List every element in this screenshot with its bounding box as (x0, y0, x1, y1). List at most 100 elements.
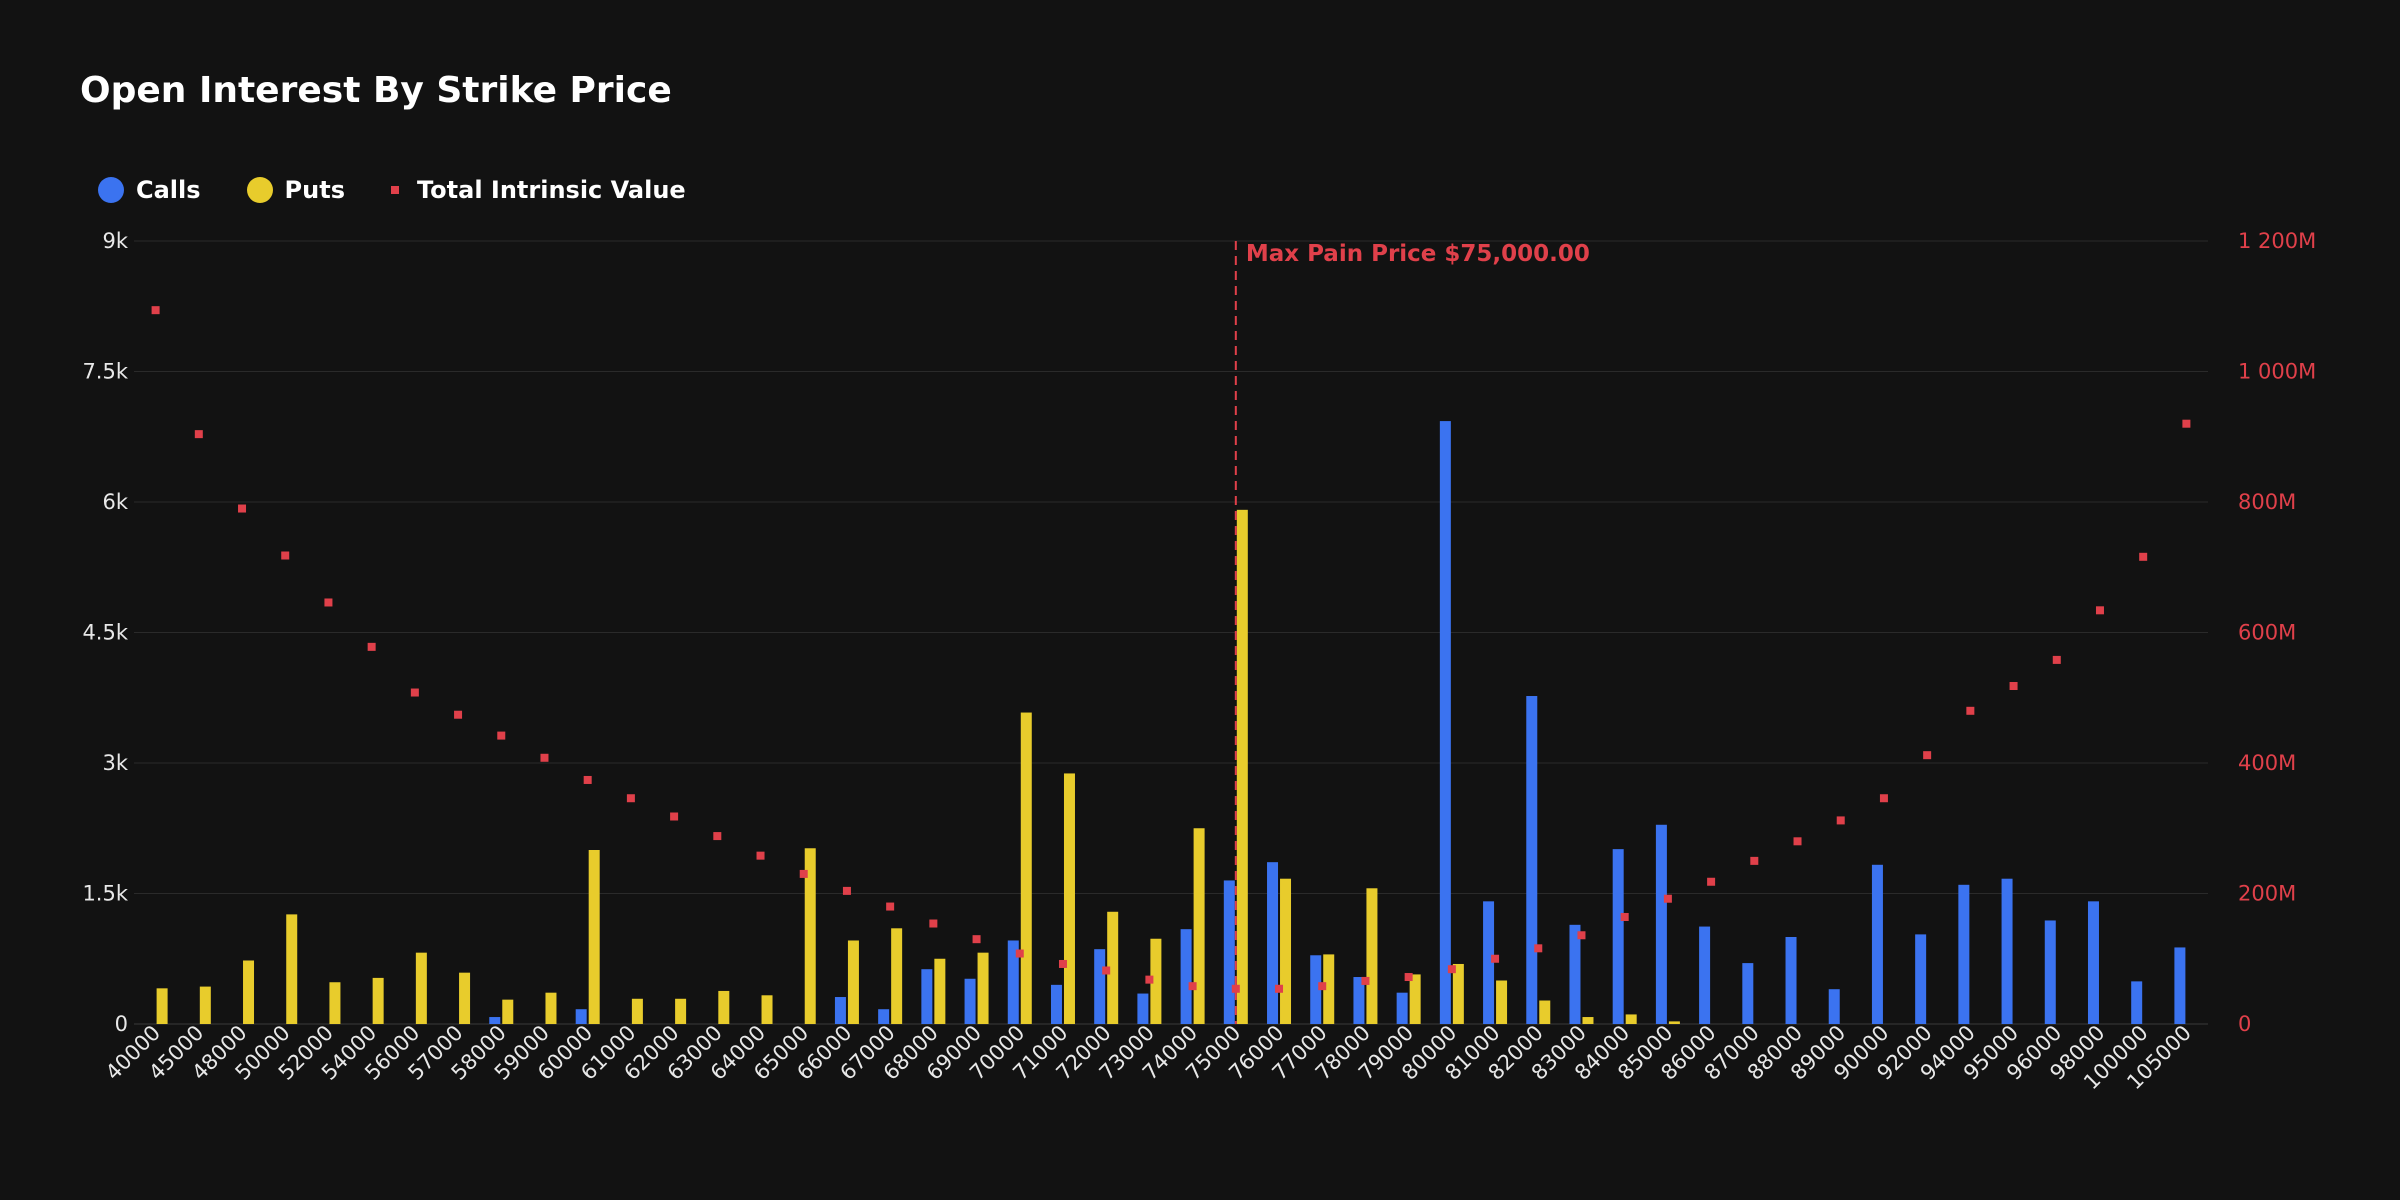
calls-bar (2044, 920, 2056, 1024)
calls-bar (2131, 981, 2143, 1024)
y2-tick-label: 200M (2238, 882, 2296, 906)
puts-bar (459, 972, 471, 1024)
calls-bar (921, 969, 933, 1024)
total-intrinsic-value-point (626, 794, 635, 803)
total-intrinsic-value-point (756, 851, 765, 860)
total-intrinsic-value-point (842, 886, 851, 895)
calls-bar (964, 978, 976, 1024)
calls-bar (1655, 824, 1667, 1024)
puts-bar (804, 848, 816, 1024)
y-tick-label: 9k (102, 229, 128, 253)
total-intrinsic-value-point (2009, 682, 2018, 691)
total-intrinsic-value-point (1491, 954, 1500, 963)
total-intrinsic-value-point (799, 869, 808, 878)
calls-bar (1742, 963, 1754, 1024)
calls-bar (1612, 849, 1624, 1024)
puts-bar (631, 998, 643, 1024)
calls-bar (1569, 924, 1581, 1024)
calls-bar (1267, 862, 1279, 1024)
puts-bar (1668, 1021, 1680, 1024)
puts-bar (761, 995, 773, 1024)
max-pain-label: Max Pain Price $75,000.00 (1246, 241, 1590, 267)
total-intrinsic-value-point (1231, 984, 1240, 993)
total-intrinsic-value-point (238, 504, 247, 513)
total-intrinsic-value-point (281, 551, 290, 560)
calls-bar (1223, 880, 1235, 1024)
y2-tick-label: 1 200M (2238, 229, 2316, 253)
total-intrinsic-value-point (1318, 982, 1327, 991)
legend-marker-total-intrinsic-value (390, 186, 399, 194)
total-intrinsic-value-point (540, 753, 549, 762)
calls-bar (2001, 878, 2013, 1024)
total-intrinsic-value-point (2139, 552, 2148, 561)
puts-bar (1539, 1000, 1551, 1024)
total-intrinsic-value-point (2182, 419, 2191, 428)
puts-bar (1236, 509, 1248, 1025)
puts-bar (286, 914, 298, 1024)
total-intrinsic-value-point (886, 902, 895, 911)
puts-bar (1409, 974, 1421, 1024)
total-intrinsic-value-point (972, 935, 981, 944)
legend: Calls Puts Total Intrinsic Value (98, 176, 732, 204)
calls-bar (2174, 947, 2186, 1024)
legend-marker-calls (98, 177, 124, 203)
calls-bar (1094, 949, 1106, 1024)
calls-bar (1483, 901, 1495, 1024)
total-intrinsic-value-point (497, 731, 506, 740)
total-intrinsic-value-point (1793, 837, 1802, 846)
puts-bar (372, 977, 384, 1024)
calls-bar (1439, 421, 1451, 1025)
puts-bar (588, 850, 600, 1024)
puts-bar (1582, 1017, 1594, 1024)
puts-bar (1063, 773, 1075, 1024)
puts-bar (1366, 888, 1378, 1024)
total-intrinsic-value-point (1879, 794, 1888, 803)
legend-item-puts[interactable]: Puts (246, 176, 345, 204)
puts-bar (847, 940, 859, 1024)
puts-bar (1323, 954, 1335, 1024)
total-intrinsic-value-point (1145, 975, 1154, 984)
puts-bar (243, 960, 255, 1024)
total-intrinsic-value-point (454, 710, 463, 719)
total-intrinsic-value-point (1404, 973, 1413, 982)
calls-bar (1137, 993, 1149, 1024)
y2-tick-label: 800M (2238, 490, 2296, 514)
chart-title: Open Interest By Strike Price (80, 70, 672, 111)
puts-bar (329, 982, 341, 1024)
y-tick-label: 4.5k (82, 621, 128, 645)
total-intrinsic-value-point (1836, 816, 1845, 825)
calls-bar (1050, 984, 1062, 1024)
total-intrinsic-value-point (713, 832, 722, 841)
puts-bar (1625, 1014, 1637, 1024)
calls-bar (1310, 955, 1322, 1024)
puts-bar (156, 988, 168, 1024)
legend-label-total-intrinsic-value: Total Intrinsic Value (416, 176, 686, 204)
total-intrinsic-value-point (583, 775, 592, 784)
puts-bar (1193, 828, 1205, 1024)
calls-bar (1785, 937, 1797, 1024)
puts-bar (934, 958, 946, 1024)
legend-item-calls[interactable]: Calls (98, 176, 201, 204)
calls-bar (1915, 934, 1927, 1024)
total-intrinsic-value-point (2095, 606, 2104, 615)
y2-tick-label: 0 (2238, 1012, 2251, 1036)
total-intrinsic-value-point (367, 642, 376, 651)
puts-bar (891, 928, 903, 1024)
puts-bar (199, 986, 211, 1024)
legend-item-total-intrinsic-value[interactable]: Total Intrinsic Value (390, 176, 686, 204)
total-intrinsic-value-point (194, 430, 203, 439)
calls-bar (2087, 901, 2099, 1024)
calls-bar (575, 1009, 587, 1024)
y2-tick-label: 1 000M (2238, 360, 2316, 384)
total-intrinsic-value-point (1577, 931, 1586, 940)
puts-bar (1107, 911, 1119, 1024)
total-intrinsic-value-point (1707, 877, 1716, 886)
total-intrinsic-value-point (1923, 751, 1932, 760)
total-intrinsic-value-point (1188, 982, 1197, 991)
puts-bar (502, 999, 514, 1024)
calls-bar (489, 1017, 501, 1024)
puts-bar (977, 952, 989, 1024)
y-tick-label: 7.5k (82, 360, 128, 384)
